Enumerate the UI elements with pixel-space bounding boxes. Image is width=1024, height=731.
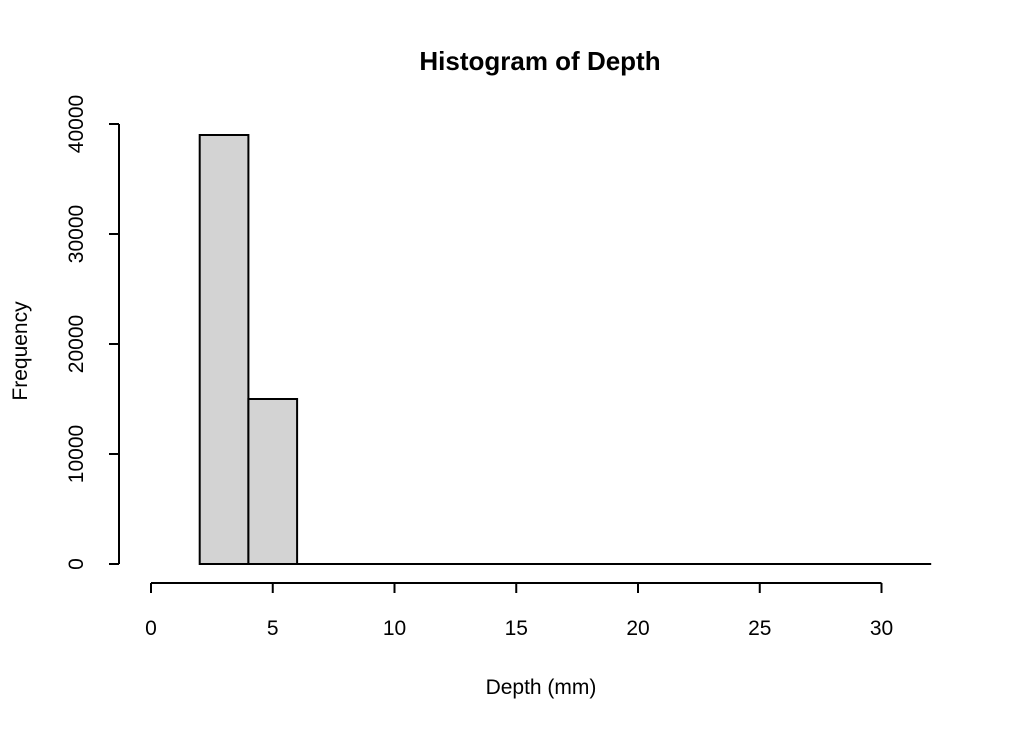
y-tick-label-30000: 30000: [65, 205, 88, 263]
x-tick-label-5: 5: [267, 617, 279, 640]
x-tick-label-10: 10: [383, 617, 406, 640]
x-tick-label-20: 20: [626, 617, 649, 640]
x-tick-label-0: 0: [145, 617, 157, 640]
x-axis: 0 5 10 15 20 25 30: [145, 582, 893, 640]
y-tick-label-40000: 40000: [65, 95, 88, 153]
chart-title: Histogram of Depth: [419, 46, 660, 76]
x-tick-label-15: 15: [505, 617, 528, 640]
histogram-bar-2-4: [198, 134, 250, 565]
y-axis-title: Frequency: [9, 301, 32, 401]
y-axis: 0 10000 20000 30000 40000: [65, 95, 120, 570]
y-tick-label-10000: 10000: [65, 425, 88, 483]
bars-group: [198, 134, 932, 566]
x-tick-label-30: 30: [870, 617, 893, 640]
y-tick-label-20000: 20000: [65, 315, 88, 373]
y-tick-label-0: 0: [65, 558, 88, 570]
x-tick-label-25: 25: [748, 617, 771, 640]
histogram-bar-4-6: [247, 398, 299, 565]
x-axis-title: Depth (mm): [486, 676, 597, 699]
